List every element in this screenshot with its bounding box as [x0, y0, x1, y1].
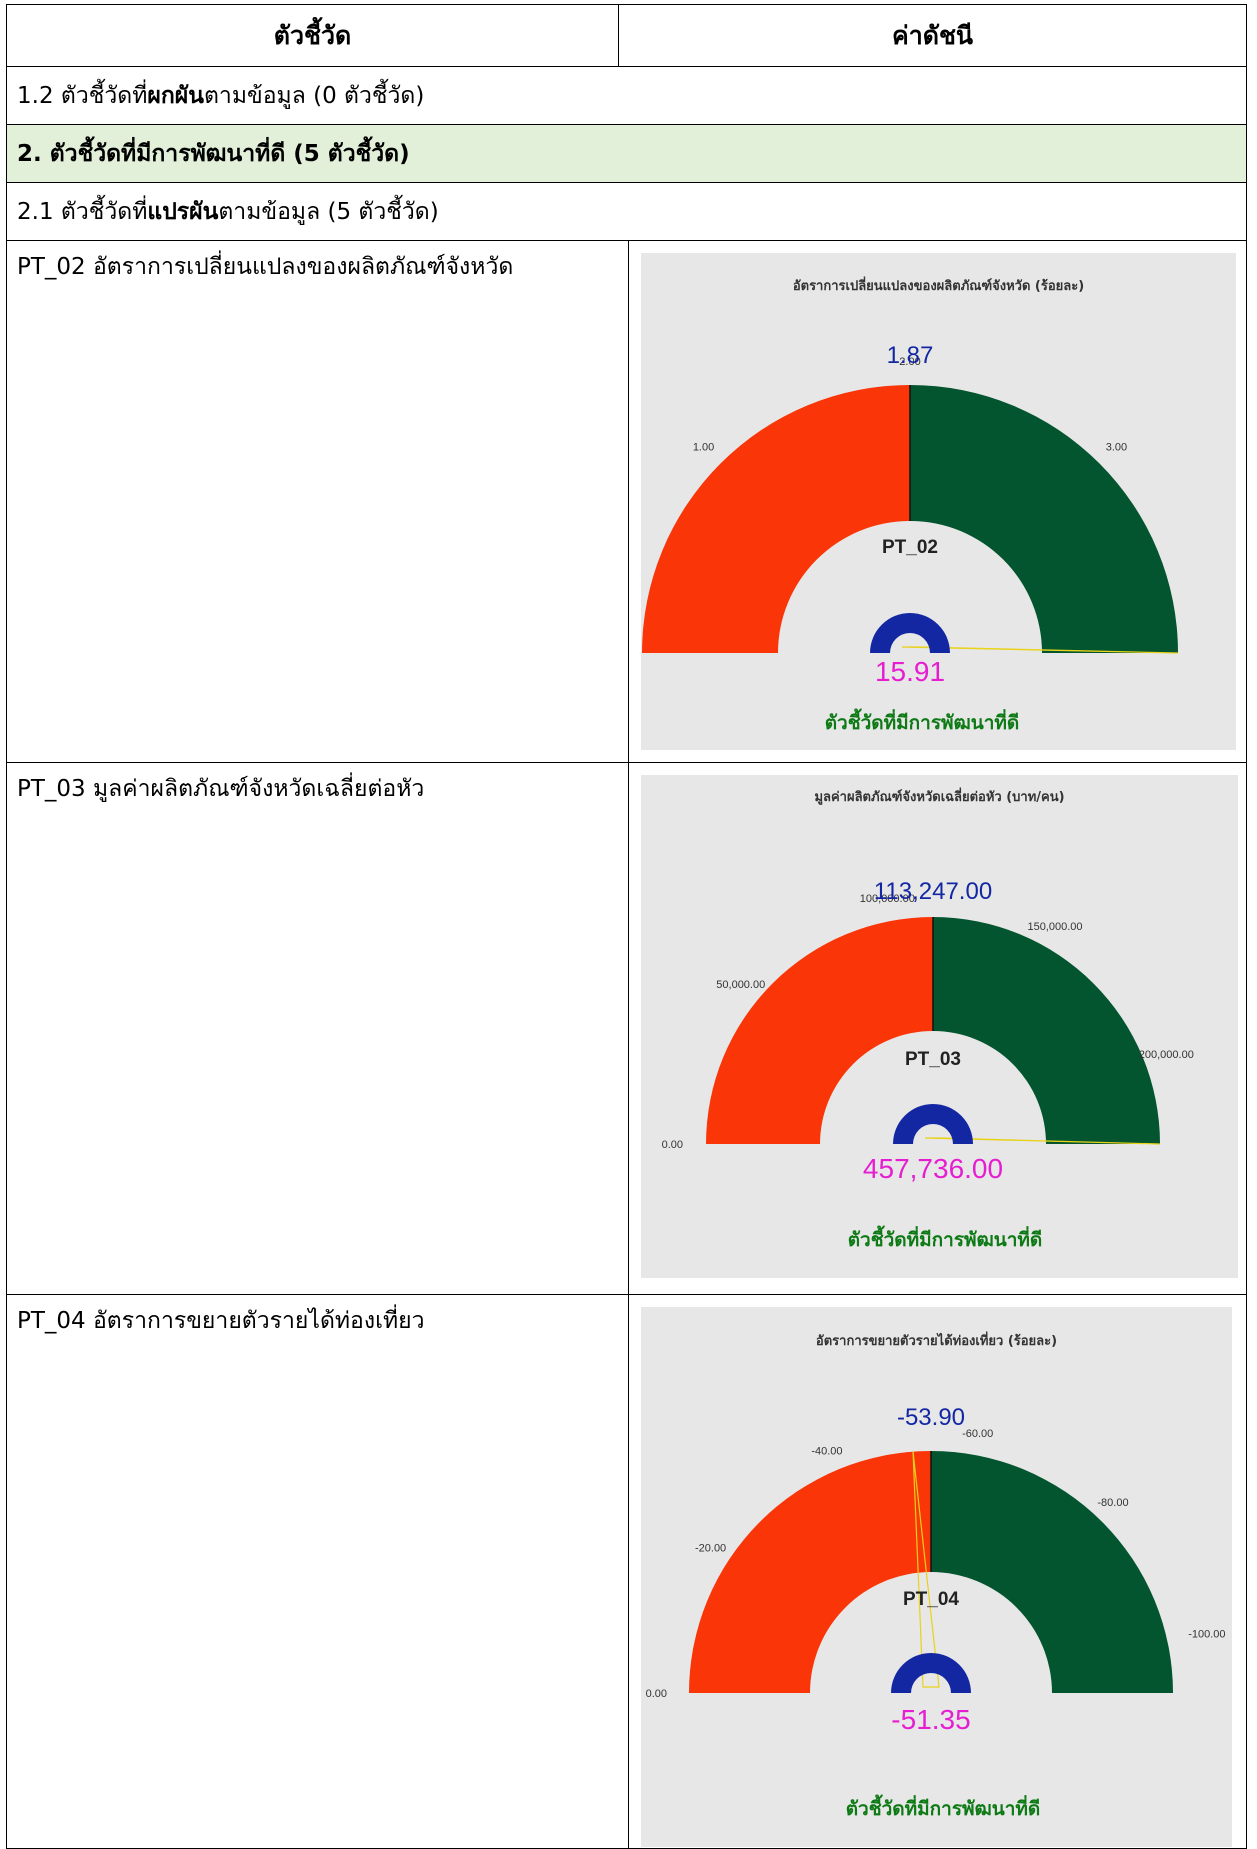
gauge-chart: อัตราการขยายตัวรายได้ท่องเที่ยว (ร้อยละ)…: [646, 1331, 1226, 1820]
gauge-code: PT_03: [905, 1049, 961, 1070]
table-header: ตัวชี้วัด ค่าดัชนี: [6, 4, 1247, 67]
indicator-chart-cell: มูลค่าผลิตภัณฑ์จังหวัดเฉลี่ยต่อหัว (บาท/…: [629, 763, 1246, 1294]
indicator-row: PT_04 อัตราการขยายตัวรายได้ท่องเที่ยว อั…: [6, 1295, 1247, 1849]
gauge-value: -51.35: [891, 1704, 970, 1735]
gauge-threshold-label: -53.90: [897, 1404, 965, 1431]
section-2-1-suffix: ตามข้อมูล (5 ตัวชี้วัด): [218, 198, 439, 225]
gauge-panel: อัตราการเปลี่ยนแปลงของผลิตภัณฑ์จังหวัด (…: [641, 253, 1236, 750]
gauge-panel: มูลค่าผลิตภัณฑ์จังหวัดเฉลี่ยต่อหัว (บาท/…: [641, 775, 1238, 1278]
gauge-status: ตัวชี้วัดที่มีการพัฒนาที่ดี: [846, 1794, 1041, 1820]
gauge-tick-label: 2.00: [899, 356, 920, 368]
gauge-needle: [924, 1137, 1161, 1145]
gauge-title: อัตราการขยายตัวรายได้ท่องเที่ยว (ร้อยละ): [816, 1331, 1057, 1349]
gauge-tick-label: 0.00: [646, 1688, 667, 1700]
gauge-band-below: [689, 1451, 931, 1693]
gauge-band-below: [706, 917, 933, 1144]
section-2-1-prefix: 2.1 ตัวชี้วัดที่: [17, 198, 148, 225]
indicator-chart-cell: อัตราการขยายตัวรายได้ท่องเที่ยว (ร้อยละ)…: [629, 1295, 1246, 1848]
gauge-value: 15.91: [875, 656, 945, 687]
gauge-band-above: [931, 1451, 1173, 1693]
gauge-panel: อัตราการขยายตัวรายได้ท่องเที่ยว (ร้อยละ)…: [641, 1307, 1232, 1847]
indicator-row: PT_02 อัตราการเปลี่ยนแปลงของผลิตภัณฑ์จัง…: [6, 241, 1247, 763]
gauge-tick-label: -100.00: [1188, 1629, 1225, 1641]
section-2-1: 2.1 ตัวชี้วัดที่ แปรผัน ตามข้อมูล (5 ตัวชี…: [6, 183, 1247, 241]
gauge-chart: มูลค่าผลิตภัณฑ์จังหวัดเฉลี่ยต่อหัว (บาท/…: [662, 787, 1194, 1251]
gauge-tick-label: 100,000.00: [860, 893, 915, 905]
header-indicator: ตัวชี้วัด: [7, 5, 619, 66]
gauge-tick-label: -40.00: [811, 1445, 842, 1457]
gauge-status: ตัวชี้วัดที่มีการพัฒนาที่ดี: [825, 708, 1020, 734]
gauge-status: ตัวชี้วัดที่มีการพัฒนาที่ดี: [848, 1225, 1043, 1251]
gauge-hub: [870, 613, 950, 653]
gauge-needle: [912, 1451, 940, 1688]
gauge-tick-label: 200,000.00: [1139, 1049, 1194, 1061]
indicator-label: PT_04 อัตราการขยายตัวรายได้ท่องเที่ยว: [7, 1295, 629, 1848]
header-index-value: ค่าดัชนี: [891, 20, 974, 50]
gauge-tick-label: -20.00: [695, 1543, 726, 1555]
gauge-code: PT_02: [882, 537, 938, 558]
gauge-threshold-label: 113,247.00: [874, 878, 992, 905]
indicator-label: PT_02 อัตราการเปลี่ยนแปลงของผลิตภัณฑ์จัง…: [7, 241, 629, 762]
section-1-2-prefix: 1.2 ตัวชี้วัดที่: [17, 82, 148, 109]
gauge-band-above: [933, 917, 1160, 1144]
gauge-code: PT_04: [903, 1589, 959, 1610]
gauge-band-above: [910, 385, 1178, 653]
gauge-title: มูลค่าผลิตภัณฑ์จังหวัดเฉลี่ยต่อหัว (บาท/…: [814, 787, 1064, 805]
section-1-2-suffix: ตามข้อมูล (0 ตัวชี้วัด): [203, 82, 425, 109]
gauge-tick-label: 50,000.00: [716, 979, 765, 991]
gauge-needle: [901, 646, 1179, 654]
gauge-threshold-label: 1.87: [887, 342, 934, 369]
section-2-label: 2. ตัวชี้วัดที่มีการพัฒนาที่ดี (5 ตัวชี้…: [17, 140, 410, 167]
indicator-chart-cell: อัตราการเปลี่ยนแปลงของผลิตภัณฑ์จังหวัด (…: [629, 241, 1246, 762]
gauge-band-below: [642, 385, 910, 653]
indicator-table: ตัวชี้วัด ค่าดัชนี 1.2 ตัวชี้วัดที่ ผกผัน…: [6, 4, 1247, 1849]
gauge-tick-label: 3.00: [1106, 442, 1127, 454]
section-2: 2. ตัวชี้วัดที่มีการพัฒนาที่ดี (5 ตัวชี้…: [6, 125, 1247, 183]
gauge-tick-label: 0.00: [662, 1139, 683, 1151]
section-1-2-bold: ผกผัน: [147, 82, 204, 109]
gauge-title: อัตราการเปลี่ยนแปลงของผลิตภัณฑ์จังหวัด (…: [793, 276, 1084, 294]
section-1-2: 1.2 ตัวชี้วัดที่ ผกผัน ตามข้อมูล (0 ตัวชี้…: [6, 67, 1247, 125]
indicator-label: PT_03 มูลค่าผลิตภัณฑ์จังหวัดเฉลี่ยต่อหัว: [7, 763, 629, 1294]
gauge-tick-label: -60.00: [962, 1428, 993, 1440]
gauge-chart: อัตราการเปลี่ยนแปลงของผลิตภัณฑ์จังหวัด (…: [642, 276, 1179, 734]
gauge-value: 457,736.00: [863, 1153, 1003, 1184]
gauge-hub: [893, 1104, 973, 1144]
gauge-tick-label: 1.00: [693, 442, 714, 454]
section-2-1-bold: แปรผัน: [147, 198, 219, 225]
gauge-tick-label: -80.00: [1097, 1497, 1128, 1509]
gauge-tick-label: 150,000.00: [1027, 921, 1082, 933]
gauge-hub: [891, 1653, 971, 1693]
indicator-row: PT_03 มูลค่าผลิตภัณฑ์จังหวัดเฉลี่ยต่อหัว…: [6, 763, 1247, 1295]
